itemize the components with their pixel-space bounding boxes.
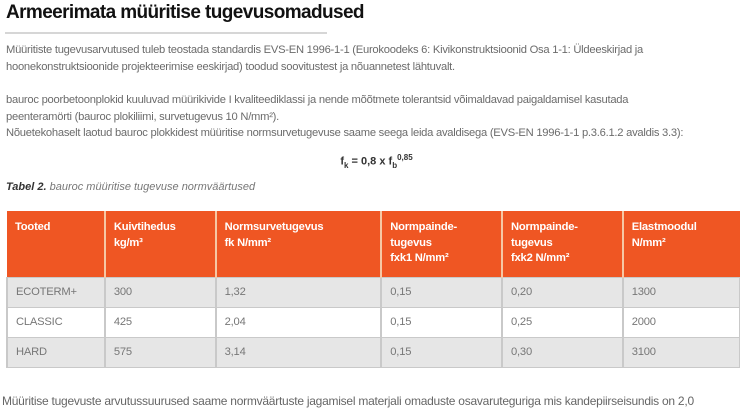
column-header: Kuivtihedus kg/m³	[103, 211, 216, 277]
footer-paragraph: Müüritise tugevuste arvutussuurused saam…	[2, 394, 694, 408]
header-line: Normpainde-	[511, 221, 578, 233]
table-cell: 1,32	[214, 276, 382, 308]
table-cell: 0,25	[501, 306, 624, 338]
header-line: tugevus	[511, 236, 553, 249]
table-cell: 3,14	[214, 336, 382, 368]
text-line: Müüritiste tugevusarvutused tuleb teosta…	[6, 44, 643, 56]
paragraph-1: Müüritiste tugevusarvutused tuleb teosta…	[6, 42, 643, 75]
table-cell: 3100	[621, 336, 740, 368]
table-cell: 0,15	[380, 336, 503, 368]
table-cell: ECOTERM+	[6, 276, 106, 308]
table-cell: 0,30	[501, 336, 624, 368]
text-line: peenteramörti (bauroc plokiliimi, survet…	[6, 110, 279, 123]
header-line: tugevus	[390, 236, 432, 249]
header-line: Tooted	[15, 221, 51, 233]
table-row: HARD 575 3,14 0,15 0,30 3100	[6, 336, 740, 368]
table-cell: 0,15	[380, 306, 503, 338]
header-line: Normsurvetugevus	[224, 221, 324, 233]
paragraph-2: bauroc poorbetoonplokid kuuluvad müüriki…	[6, 92, 683, 142]
header-line: fk N/mm²	[224, 236, 271, 249]
header-line: Normpainde-	[390, 221, 458, 233]
column-header: Normpainde-tugevus fxk1 N/mm²	[380, 211, 502, 277]
table-cell: 2000	[621, 306, 740, 338]
title-underline	[5, 32, 327, 34]
header-line: N/mm²	[631, 236, 666, 249]
header-line: fxk1 N/mm²	[390, 252, 449, 264]
header-line: Kuivtihedus	[113, 221, 176, 233]
header-line: Elastmoodul	[631, 221, 697, 233]
text-line: hoonekonstruktsioonide projekteerimise e…	[6, 60, 455, 73]
column-header: Elastmoodul N/mm²	[621, 211, 740, 277]
table-row: ECOTERM+ 300 1,32 0,15 0,20 1300	[6, 276, 740, 308]
column-header: Tooted	[7, 211, 105, 277]
column-header: Normpainde-tugevus fxk2 N/mm²	[501, 211, 623, 277]
header-line: kg/m³	[113, 236, 143, 249]
table-cell: 2,04	[214, 306, 382, 338]
table-caption: Tabel 2. bauroc müüritise tugevuse normv…	[6, 181, 256, 193]
table-cell: 0,15	[380, 276, 503, 308]
table-cell: 300	[103, 276, 217, 308]
page-title: Armeerimata müüritise tugevusomadused	[6, 2, 365, 23]
table-cell: 1300	[621, 276, 740, 308]
table-cell: HARD	[6, 336, 106, 368]
table-row: CLASSIC 425 2,04 0,15 0,25 2000	[6, 306, 740, 338]
table-cell: 0,20	[501, 276, 624, 308]
strength-table: Tooted Kuivtihedus kg/m³ Normsurvetugevus fk…	[6, 211, 740, 368]
table-cell: 425	[103, 306, 217, 338]
header-line: fxk2 N/mm²	[511, 252, 570, 264]
formula: fk = 0,8 x fb0,85	[340, 153, 413, 170]
text-line: Nõuetekohaselt laotud bauroc plokkidest …	[6, 127, 684, 139]
table-cell: CLASSIC	[6, 306, 106, 338]
table-cell: 575	[103, 336, 217, 368]
column-header: Normsurvetugevus fk N/mm²	[214, 211, 382, 277]
text-line: bauroc poorbetoonplokid kuuluvad müüriki…	[6, 94, 629, 106]
